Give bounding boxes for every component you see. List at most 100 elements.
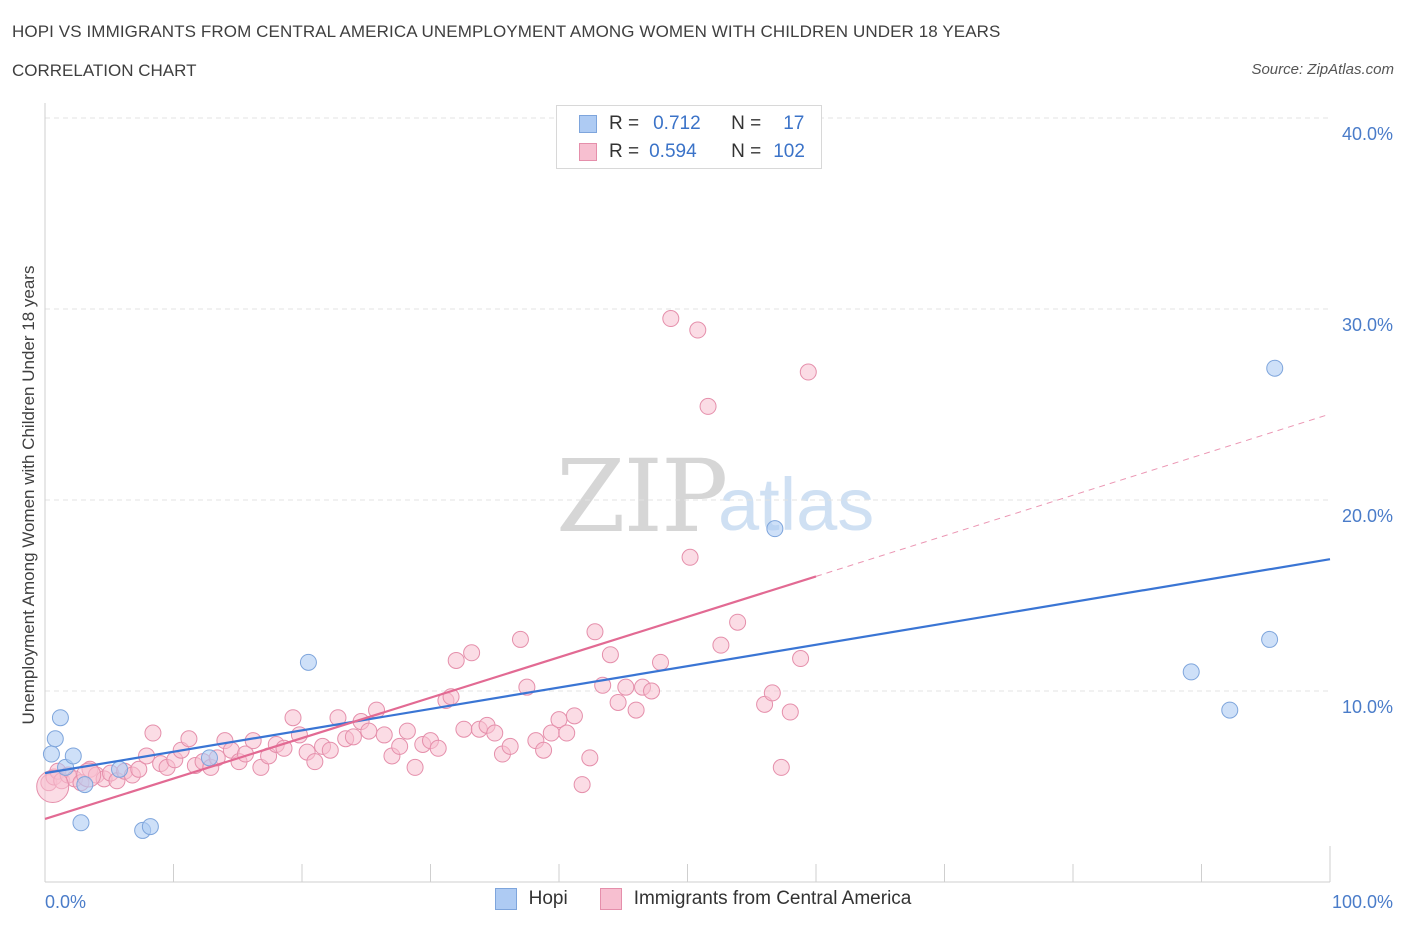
hopi-point (299, 653, 317, 671)
legend-row-hopi: R = 0.712 N = 17 (579, 112, 804, 136)
hopi-point (1221, 701, 1239, 719)
immigrants-point (627, 701, 645, 719)
immigrants-point (455, 720, 473, 738)
immigrants-legend-swatch (599, 888, 622, 910)
hopi-point (766, 520, 784, 538)
immigrants-point (662, 310, 680, 328)
immigrants-point (180, 730, 198, 748)
immigrants-point (398, 722, 416, 740)
immigrants-point (652, 653, 670, 671)
hopi-point (1266, 359, 1284, 377)
series-immigrants-points (36, 310, 817, 803)
immigrants-point (573, 776, 591, 794)
immigrants-point (763, 684, 781, 702)
immigrants-point (712, 636, 730, 654)
immigrants-trend-extension (815, 413, 1331, 577)
grid-lines (45, 117, 1330, 692)
legend-item-immigrants: Immigrants from Central America (599, 888, 912, 910)
hopi-point (141, 818, 159, 836)
legend-label-hopi: Hopi (528, 888, 568, 909)
immigrants-point (406, 758, 424, 776)
immigrants-point (144, 724, 162, 742)
source-label: Source: ZipAtlas.com (1251, 61, 1394, 78)
correlation-legend: R = 0.712 N = 17 R = 0.594 N = 102 (556, 105, 822, 169)
series-legend: Hopi Immigrants from Central America (0, 888, 1406, 910)
immigrants-point (609, 693, 627, 711)
legend-n-label: N = (731, 113, 762, 134)
hopi-trend-line (44, 558, 1331, 775)
immigrants-point (689, 321, 707, 339)
immigrants-point (244, 732, 262, 750)
immigrants-point (535, 741, 553, 759)
immigrants-point (617, 678, 635, 696)
hopi-point (1182, 663, 1200, 681)
x-tick-label-max: 100.0% (1332, 892, 1393, 912)
immigrants-point (511, 630, 529, 648)
immigrants-point (486, 724, 504, 742)
watermark-atlas: atlas (718, 463, 875, 546)
y-tick-label: 30.0% (1342, 315, 1393, 335)
immigrants-point (772, 758, 790, 776)
immigrants-point (306, 753, 324, 771)
hopi-point (111, 760, 129, 778)
immigrants-point (447, 651, 465, 669)
chart-title: HOPI VS IMMIGRANTS FROM CENTRAL AMERICA … (12, 22, 1001, 41)
immigrants-point (643, 682, 661, 700)
legend-r-label: R = (609, 113, 640, 134)
hopi-point (64, 747, 82, 765)
legend-n-value: 102 (773, 141, 805, 162)
immigrants-trend-line (44, 575, 817, 821)
immigrants-point (36, 770, 70, 803)
immigrants-point (429, 739, 447, 757)
tick-labels: 10.0% 20.0% 30.0% 40.0% 0.0% 100.0% Unemployme… (19, 124, 1393, 912)
y-tick-label: 10.0% (1342, 697, 1393, 717)
immigrants-point (792, 650, 810, 668)
legend-row-immigrants: R = 0.594 N = 102 (579, 140, 805, 164)
hopi-point (51, 709, 69, 727)
immigrants-swatch (579, 143, 597, 161)
hopi-point (200, 749, 218, 767)
immigrants-point (781, 703, 799, 721)
hopi-point (1261, 630, 1279, 648)
legend-r-value: 0.712 (653, 113, 701, 134)
immigrants-point (799, 363, 817, 381)
legend-r-value: 0.594 (649, 141, 697, 162)
hopi-point (46, 730, 64, 748)
immigrants-point (565, 707, 583, 725)
hopi-point (72, 814, 90, 832)
legend-label-immigrants: Immigrants from Central America (633, 888, 912, 909)
immigrants-point (463, 644, 481, 662)
y-tick-label: 20.0% (1342, 506, 1393, 526)
chart-subtitle: CORRELATION CHART (12, 61, 197, 80)
series-hopi-points (42, 359, 1284, 839)
immigrants-point (558, 724, 576, 742)
y-tick-label: 40.0% (1342, 124, 1393, 144)
immigrants-point (681, 548, 699, 566)
immigrants-point (321, 741, 339, 759)
immigrants-point (284, 709, 302, 727)
immigrants-point (344, 728, 362, 746)
immigrants-point (501, 737, 519, 755)
hopi-point (42, 745, 60, 763)
immigrants-point (130, 760, 148, 778)
immigrants-point (581, 749, 599, 767)
immigrants-point (699, 397, 717, 415)
legend-item-hopi: Hopi (494, 888, 568, 910)
immigrants-point (360, 722, 378, 740)
legend-r-label: R = (609, 141, 640, 162)
y-axis-label: Unemployment Among Women with Children U… (19, 266, 38, 725)
x-tick-label-min: 0.0% (45, 892, 86, 912)
immigrants-point (729, 613, 747, 631)
immigrants-point (375, 726, 393, 744)
immigrants-point (391, 737, 409, 755)
legend-n-label: N = (731, 141, 762, 162)
watermark-zip: ZIP (556, 438, 728, 555)
hopi-swatch (579, 115, 597, 133)
legend-n-value: 17 (783, 113, 805, 134)
immigrants-point (586, 623, 604, 641)
hopi-point (76, 776, 94, 794)
hopi-legend-swatch (494, 888, 517, 910)
immigrants-point (601, 646, 619, 664)
trend-lines (44, 413, 1331, 821)
